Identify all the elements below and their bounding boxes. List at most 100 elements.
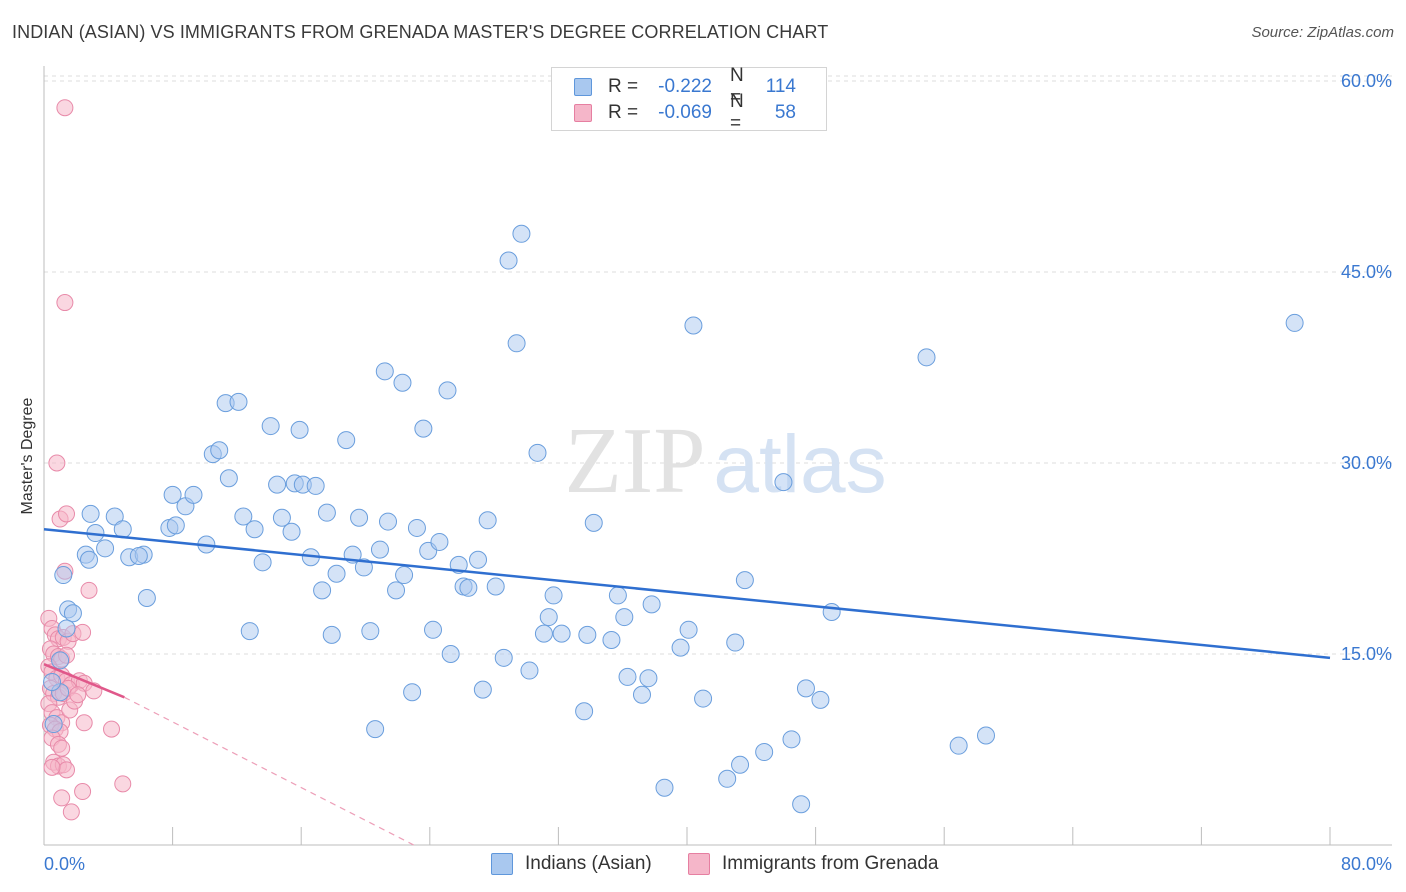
data-point-indians [512, 224, 531, 243]
data-point-indians [113, 520, 132, 539]
data-point-indians [655, 778, 674, 797]
data-point-indians [137, 588, 156, 607]
data-point-indians [54, 566, 73, 585]
data-point-indians [469, 550, 488, 569]
bottom-legend-label-indians: Indians (Asian) [525, 853, 652, 874]
data-point-indians [615, 608, 634, 627]
data-point-indians [163, 485, 182, 504]
trend-line-grenada [43, 663, 125, 699]
data-point-indians [796, 679, 815, 698]
legend-r-value: -0.222 [658, 76, 712, 97]
legend-swatch-indians [574, 78, 592, 96]
data-point-indians [774, 473, 793, 492]
y-tick-label: 45.0% [1341, 262, 1392, 282]
data-point-indians [129, 546, 148, 565]
data-point-indians [438, 381, 457, 400]
data-point-grenada [114, 775, 132, 793]
data-point-indians [473, 680, 492, 699]
data-point-indians [313, 581, 332, 600]
data-point-grenada [58, 505, 76, 523]
data-point-indians [1285, 313, 1304, 332]
bottom-legend-indians: Indians (Asian) [491, 853, 652, 875]
data-point-indians [486, 577, 505, 596]
series-grenada [40, 99, 132, 821]
legend-n-label: N = [730, 65, 744, 108]
data-point-grenada [75, 714, 93, 732]
data-point-indians [735, 571, 754, 590]
data-point-indians [229, 392, 248, 411]
data-point-indians [245, 520, 264, 539]
data-point-indians [494, 648, 513, 667]
data-point-indians [507, 334, 526, 353]
legend-row-grenada: R = -0.069 N = 58 [574, 91, 796, 134]
data-point-indians [792, 795, 811, 814]
legend-r-label: R = [608, 102, 639, 123]
data-point-indians [387, 581, 406, 600]
x-tick-label-min: 0.0% [44, 854, 85, 874]
data-point-indians [528, 443, 547, 462]
data-point-indians [317, 503, 336, 522]
data-point-indians [430, 532, 449, 551]
legend-r-value: -0.069 [658, 102, 712, 123]
chart-title: INDIAN (ASIAN) VS IMMIGRANTS FROM GRENAD… [12, 22, 829, 42]
y-tick-label: 15.0% [1341, 644, 1392, 664]
data-point-indians [80, 550, 99, 569]
data-point-grenada [56, 294, 74, 312]
legend-n-value: 114 [765, 76, 796, 97]
legend-n-value: 58 [774, 102, 796, 123]
data-point-indians [478, 511, 497, 530]
data-point-indians [424, 620, 443, 639]
data-point-indians [370, 540, 389, 559]
data-point-indians [337, 431, 356, 450]
data-point-indians [578, 625, 597, 644]
data-point-indians [210, 441, 229, 460]
data-point-indians [96, 539, 115, 558]
data-point-indians [57, 619, 76, 638]
data-point-indians [322, 625, 341, 644]
y-tick-labels: 15.0% 30.0% 45.0% 60.0% [1341, 71, 1392, 664]
data-point-grenada [53, 739, 71, 757]
x-tick-labels: 0.0% 80.0% [44, 854, 1392, 874]
series-indians [43, 224, 1304, 814]
data-point-indians [618, 667, 637, 686]
watermark-zip: ZIP [565, 409, 706, 513]
data-point-indians [608, 586, 627, 605]
data-point-indians [731, 755, 750, 774]
data-point-indians [499, 251, 518, 270]
data-point-grenada [74, 623, 92, 641]
data-point-indians [414, 419, 433, 438]
data-point-indians [534, 624, 553, 643]
data-point-indians [822, 602, 841, 621]
data-point-indians [584, 513, 603, 532]
source-label: Source: ZipAtlas.com [1251, 24, 1394, 41]
bottom-legend-grenada: Immigrants from Grenada [688, 853, 938, 875]
data-point-indians [379, 512, 398, 531]
data-point-indians [684, 316, 703, 335]
data-point-grenada [62, 803, 80, 821]
data-point-indians [393, 373, 412, 392]
data-point-grenada [43, 758, 61, 776]
data-point-indians [350, 508, 369, 527]
data-point-indians [166, 516, 185, 535]
data-point-indians [407, 518, 426, 537]
legend-n-label: N = [730, 91, 744, 134]
data-point-indians [679, 620, 698, 639]
data-point-indians [63, 604, 82, 623]
data-point-indians [361, 622, 380, 641]
data-point-grenada [69, 686, 87, 704]
data-point-indians [949, 736, 968, 755]
data-point-indians [44, 715, 63, 734]
data-point-grenada [53, 789, 71, 807]
data-point-indians [544, 586, 563, 605]
data-point-indians [253, 553, 272, 572]
data-point-indians [268, 475, 287, 494]
data-point-indians [43, 673, 62, 692]
data-point-indians [290, 420, 309, 439]
data-point-indians [282, 522, 301, 541]
data-point-indians [917, 348, 936, 367]
data-point-indians [51, 651, 70, 670]
data-point-indians [375, 362, 394, 381]
data-point-grenada [74, 783, 92, 801]
x-tick-label-max: 80.0% [1341, 854, 1392, 874]
data-point-indians [366, 720, 385, 739]
